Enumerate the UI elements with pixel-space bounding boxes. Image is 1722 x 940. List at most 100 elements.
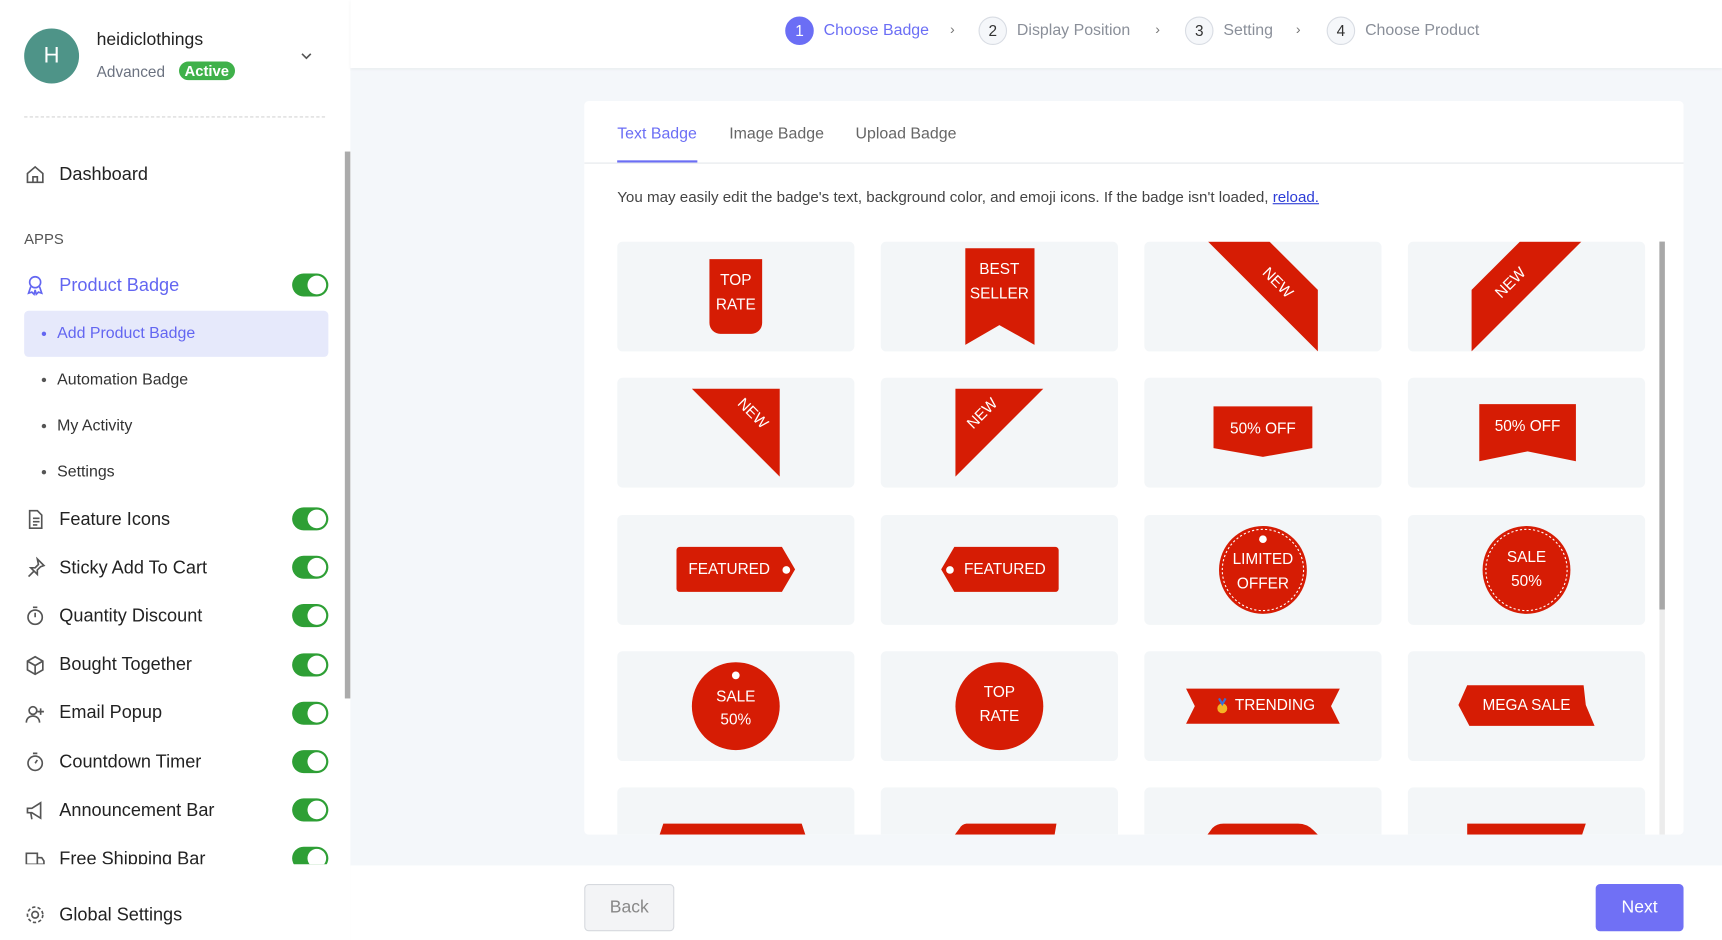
app-toggle[interactable] <box>292 847 329 865</box>
badge-shape <box>1213 406 1313 458</box>
badge-option-20[interactable] <box>1407 787 1646 835</box>
product-badge-toggle[interactable] <box>292 273 329 297</box>
sidebar-item-countdown-timer[interactable]: Countdown Timer <box>24 746 331 779</box>
badge-option-6[interactable]: NEW <box>880 378 1118 488</box>
badge-option-10[interactable]: FEATURED <box>880 514 1118 625</box>
badge-preview <box>659 823 806 835</box>
badge-option-17[interactable] <box>617 787 855 835</box>
badge-preview: 50% OFF <box>1213 406 1313 458</box>
badge-hole <box>946 565 954 574</box>
badge-preview: LIMITED OFFER <box>1219 525 1307 614</box>
app-toggle[interactable] <box>292 701 329 725</box>
chevron-right-icon: › <box>949 20 955 38</box>
badge-option-16[interactable]: MEGA SALE <box>1407 651 1646 761</box>
badge-shape <box>691 389 780 477</box>
app-toggle[interactable] <box>292 652 329 677</box>
badge-text: LIMITED <box>1233 551 1294 568</box>
grid-scrollbar-thumb[interactable] <box>1659 241 1665 610</box>
step-4[interactable]: 4 Choose Product <box>1326 16 1479 46</box>
badge-shape <box>691 662 780 750</box>
medal-icon <box>1217 703 1228 714</box>
medal-ribbon <box>1218 697 1227 706</box>
step-1[interactable]: 1 Choose Badge <box>785 16 929 46</box>
tab-divider <box>584 162 1684 164</box>
reload-link[interactable]: reload. <box>1272 188 1320 206</box>
sidebar-item-label: Countdown Timer <box>59 751 202 772</box>
badge-option-13[interactable]: SALE 50% <box>617 651 855 761</box>
gear-icon <box>26 906 44 924</box>
badge-text: 50% OFF <box>1230 421 1296 438</box>
sidebar-item-label: Product Badge <box>59 275 180 295</box>
badge-option-18[interactable] <box>880 787 1118 835</box>
badge-shape <box>709 259 763 334</box>
step-2[interactable]: 2 Display Position <box>978 16 1130 46</box>
badge-option-9[interactable]: FEATURED <box>617 514 855 625</box>
divider <box>24 116 326 118</box>
badge-preview: TOP RATE <box>709 259 763 334</box>
badge-text: SELLER <box>970 285 1029 302</box>
sidebar-item-feature-icons[interactable]: Feature Icons <box>24 503 331 536</box>
badge-hole <box>731 671 740 680</box>
sidebar-item-dashboard[interactable]: Dashboard <box>24 158 331 191</box>
app-toggle[interactable] <box>292 507 329 531</box>
step-number: 3 <box>1184 16 1214 46</box>
sidebar-item-announcement-bar[interactable]: Announcement Bar <box>24 794 331 827</box>
badge-text: SALE <box>1507 549 1546 566</box>
sidebar-item-product-badge[interactable]: Product Badge <box>24 269 331 302</box>
sidebar-item-free-shipping-bar[interactable]: Free Shipping Bar <box>24 843 331 865</box>
badge-text: MEGA SALE <box>1483 697 1571 714</box>
step-label: Setting <box>1223 21 1273 40</box>
badge-option-2[interactable]: BEST SELLER <box>880 241 1118 352</box>
badge-option-5[interactable]: NEW <box>617 378 855 488</box>
badge-option-11[interactable]: LIMITED OFFER <box>1144 514 1382 625</box>
app-toggle[interactable] <box>292 604 329 628</box>
sidebar-item-global-settings[interactable]: Global Settings <box>24 898 182 931</box>
description-text: You may easily edit the badge's text, ba… <box>617 188 1269 206</box>
sidebar-item-label: Global Settings <box>59 904 183 925</box>
badge-option-7[interactable]: 50% OFF <box>1144 378 1382 488</box>
sidebar-item-email-popup[interactable]: Email Popup <box>24 697 331 730</box>
app-toggle[interactable] <box>292 555 329 579</box>
badge-shape <box>965 248 1035 345</box>
sidebar-subitem-add-product-badge[interactable]: Add Product Badge <box>24 310 329 357</box>
app-toggle[interactable] <box>292 750 329 774</box>
next-button[interactable]: Next <box>1595 884 1684 932</box>
badge-option-12[interactable]: SALE 50% <box>1407 514 1646 625</box>
stepper-header: 1 Choose Badge › 2 Display Position › 3 Setting… <box>350 0 1722 69</box>
step-number: 4 <box>1326 16 1356 46</box>
sidebar-scrollbar[interactable] <box>344 151 351 699</box>
badge-text: 50% OFF <box>1495 419 1561 436</box>
chevron-down-icon[interactable] <box>299 48 314 63</box>
sidebar-subitem-my-activity[interactable]: My Activity <box>24 403 328 449</box>
pin-icon <box>27 556 46 578</box>
tab-text-badge[interactable]: Text Badge <box>617 125 697 163</box>
badge-option-14[interactable]: TOP RATE <box>880 651 1118 761</box>
sidebar-subitem-automation-badge[interactable]: Automation Badge <box>24 357 328 403</box>
badge-option-3[interactable]: NEW <box>1144 241 1382 352</box>
app-toggle[interactable] <box>292 798 329 822</box>
sidebar-item-quantity-discount[interactable]: Quantity Discount <box>24 600 331 633</box>
badge-text: FEATURED <box>688 561 770 578</box>
sidebar-item-sticky-add-to-cart[interactable]: Sticky Add To Cart <box>24 552 331 585</box>
step-3[interactable]: 3 Setting <box>1184 16 1273 46</box>
badge-option-19[interactable] <box>1144 787 1382 835</box>
sidebar-item-label: Free Shipping Bar <box>59 848 206 865</box>
badge-option-8[interactable]: 50% OFF <box>1407 378 1646 488</box>
badge-option-1[interactable]: TOP RATE <box>617 241 855 352</box>
badge-text: SALE <box>716 688 755 705</box>
badge-shape <box>1207 823 1318 835</box>
sidebar-item-label: Email Popup <box>59 703 163 723</box>
badge-text: OFFER <box>1237 575 1289 592</box>
badge-option-4[interactable]: NEW <box>1407 241 1646 352</box>
badge-hole <box>1259 534 1267 543</box>
sidebar-subitem-settings[interactable]: Settings <box>24 449 328 495</box>
badge-text: TOP <box>720 272 751 289</box>
truck-icon <box>25 852 45 865</box>
tab-image-badge[interactable]: Image Badge <box>729 125 824 143</box>
tab-upload-badge[interactable]: Upload Badge <box>855 125 957 143</box>
badge-text: RATE <box>979 708 1019 725</box>
badge-option-15[interactable]: TRENDING <box>1144 651 1382 761</box>
badge-text: 50% <box>1511 573 1542 590</box>
back-button[interactable]: Back <box>584 884 675 932</box>
sidebar-item-bought-together[interactable]: Bought Together <box>24 649 331 682</box>
